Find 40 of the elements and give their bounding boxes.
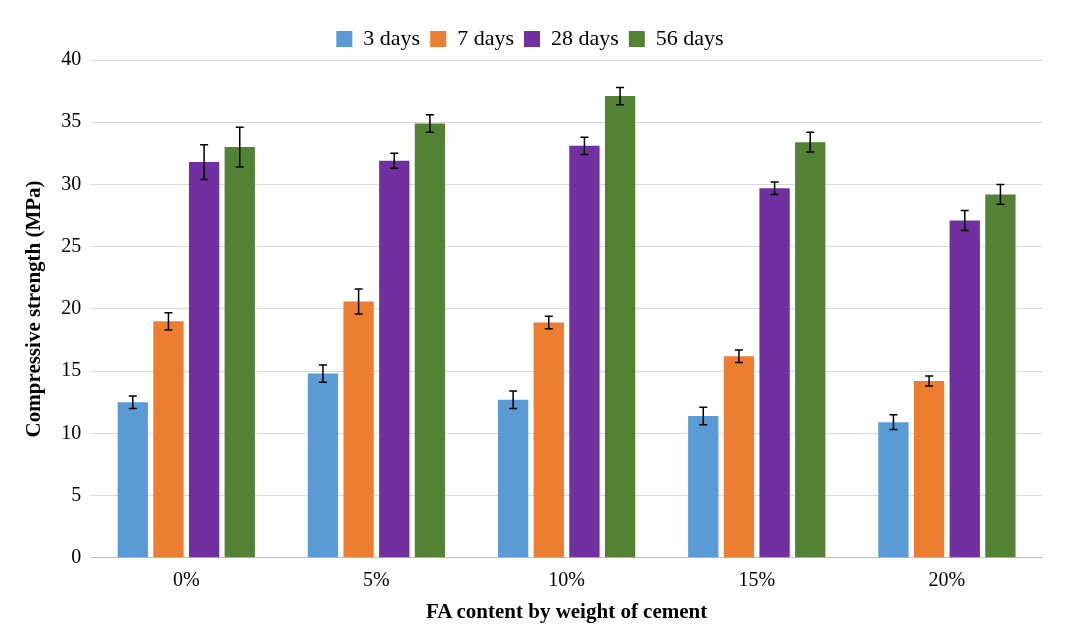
x-tick-label: 10% [548, 568, 585, 591]
y-tick-label: 10 [61, 420, 82, 443]
bar [985, 194, 1016, 558]
y-tick-label: 40 [61, 47, 82, 70]
y-tick-label: 25 [61, 233, 82, 256]
y-tick-label: 35 [61, 109, 82, 132]
x-tick-label: 15% [738, 568, 776, 591]
bar [878, 422, 909, 558]
y-tick-label: 0 [71, 545, 82, 568]
legend-label: 56 days [655, 24, 724, 50]
bar [723, 356, 755, 558]
bar [343, 301, 374, 558]
x-tick-label: 0% [172, 568, 200, 591]
bar [759, 188, 790, 558]
bar [117, 402, 148, 558]
bar [533, 322, 564, 558]
bar [949, 220, 980, 558]
y-tick-label: 20 [61, 296, 82, 319]
bar [913, 381, 945, 558]
legend-label: 28 days [551, 24, 619, 50]
bar [497, 399, 529, 558]
bar [414, 123, 446, 558]
bar [224, 147, 255, 558]
bar [604, 96, 636, 558]
x-axis-title: FA content by weight of cement [425, 598, 708, 623]
x-tick-label: 5% [363, 568, 390, 591]
bar [379, 160, 410, 558]
bar [569, 145, 600, 558]
bar [307, 373, 339, 558]
bar [688, 415, 719, 558]
legend-label: 3 days [363, 24, 421, 50]
y-axis-title: Compressive strength (MPa) [21, 180, 46, 438]
bar [153, 321, 184, 558]
y-tick-label: 30 [61, 171, 82, 194]
y-tick-label: 15 [61, 358, 82, 381]
x-tick-label: 20% [928, 568, 966, 591]
legend-label: 7 days [457, 24, 514, 50]
bar [795, 142, 826, 558]
y-tick-label: 5 [71, 482, 82, 505]
bar [188, 162, 220, 558]
